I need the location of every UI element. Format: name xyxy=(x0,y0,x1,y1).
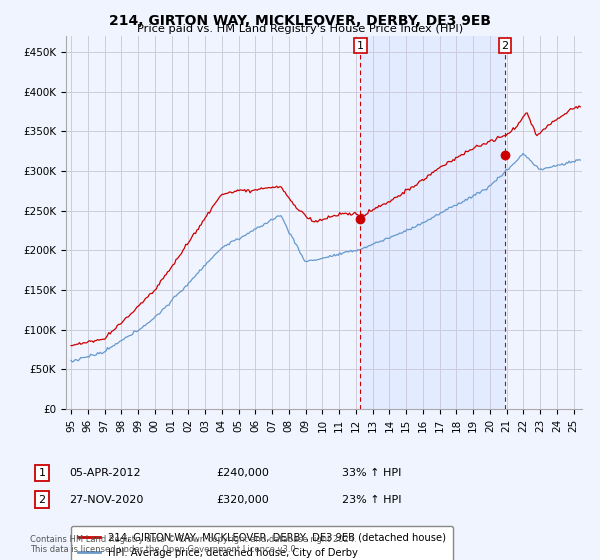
Title: 214, GIRTON WAY, MICKLEOVER, DERBY, DE3 9EB
Price paid vs. HM Land Registry's Ho: 214, GIRTON WAY, MICKLEOVER, DERBY, DE3 … xyxy=(0,559,1,560)
Text: Price paid vs. HM Land Registry's House Price Index (HPI): Price paid vs. HM Land Registry's House … xyxy=(137,24,463,34)
Text: £240,000: £240,000 xyxy=(216,468,269,478)
Text: 2: 2 xyxy=(38,494,46,505)
Text: 05-APR-2012: 05-APR-2012 xyxy=(69,468,140,478)
Text: Contains HM Land Registry data © Crown copyright and database right 2024.
This d: Contains HM Land Registry data © Crown c… xyxy=(30,535,356,554)
Text: 2: 2 xyxy=(502,41,508,51)
Text: 27-NOV-2020: 27-NOV-2020 xyxy=(69,494,143,505)
Text: 214, GIRTON WAY, MICKLEOVER, DERBY, DE3 9EB: 214, GIRTON WAY, MICKLEOVER, DERBY, DE3 … xyxy=(109,14,491,28)
Text: 1: 1 xyxy=(38,468,46,478)
Text: 33% ↑ HPI: 33% ↑ HPI xyxy=(342,468,401,478)
Text: £320,000: £320,000 xyxy=(216,494,269,505)
Legend: 214, GIRTON WAY, MICKLEOVER, DERBY, DE3 9EB (detached house), HPI: Average price: 214, GIRTON WAY, MICKLEOVER, DERBY, DE3 … xyxy=(71,525,453,560)
Text: 1: 1 xyxy=(357,41,364,51)
Text: 23% ↑ HPI: 23% ↑ HPI xyxy=(342,494,401,505)
Bar xyxy=(361,36,505,409)
